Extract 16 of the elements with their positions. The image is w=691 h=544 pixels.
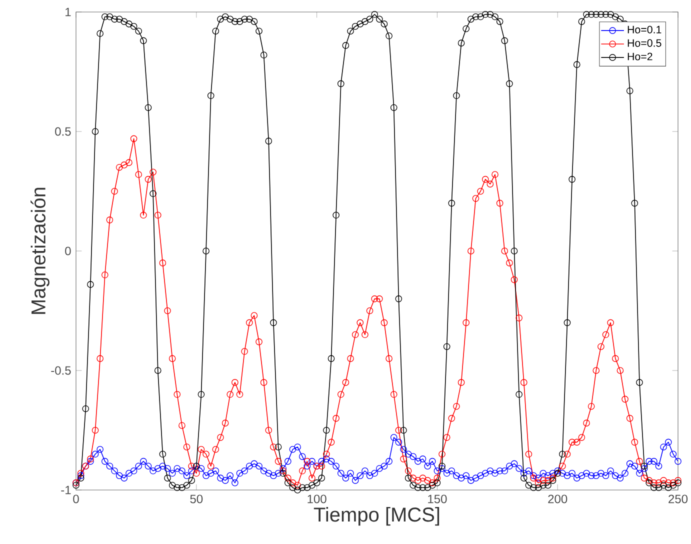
y-tick-label: 0.5: [55, 127, 71, 136]
y-axis-title: Magnetización: [30, 188, 50, 314]
x-axis-title: Tiempo [MCS]: [314, 507, 440, 526]
y-tick-label: 0: [65, 246, 71, 256]
x-tick-label: 100: [308, 494, 326, 504]
legend-label: Ho=2: [628, 52, 652, 60]
x-tick-label: 50: [190, 494, 203, 504]
legend-label: Ho=0.5: [628, 39, 662, 47]
y-tick-label: -1: [61, 486, 71, 494]
legend-label: Ho=0.1: [628, 26, 662, 34]
x-tick-label: 250: [668, 494, 688, 504]
y-tick-label: 1: [66, 8, 71, 16]
x-tick-label: 200: [548, 494, 568, 504]
x-tick-label: 0: [73, 494, 79, 504]
y-tick-label: -0.5: [51, 366, 71, 375]
x-tick-label: 150: [428, 494, 447, 504]
